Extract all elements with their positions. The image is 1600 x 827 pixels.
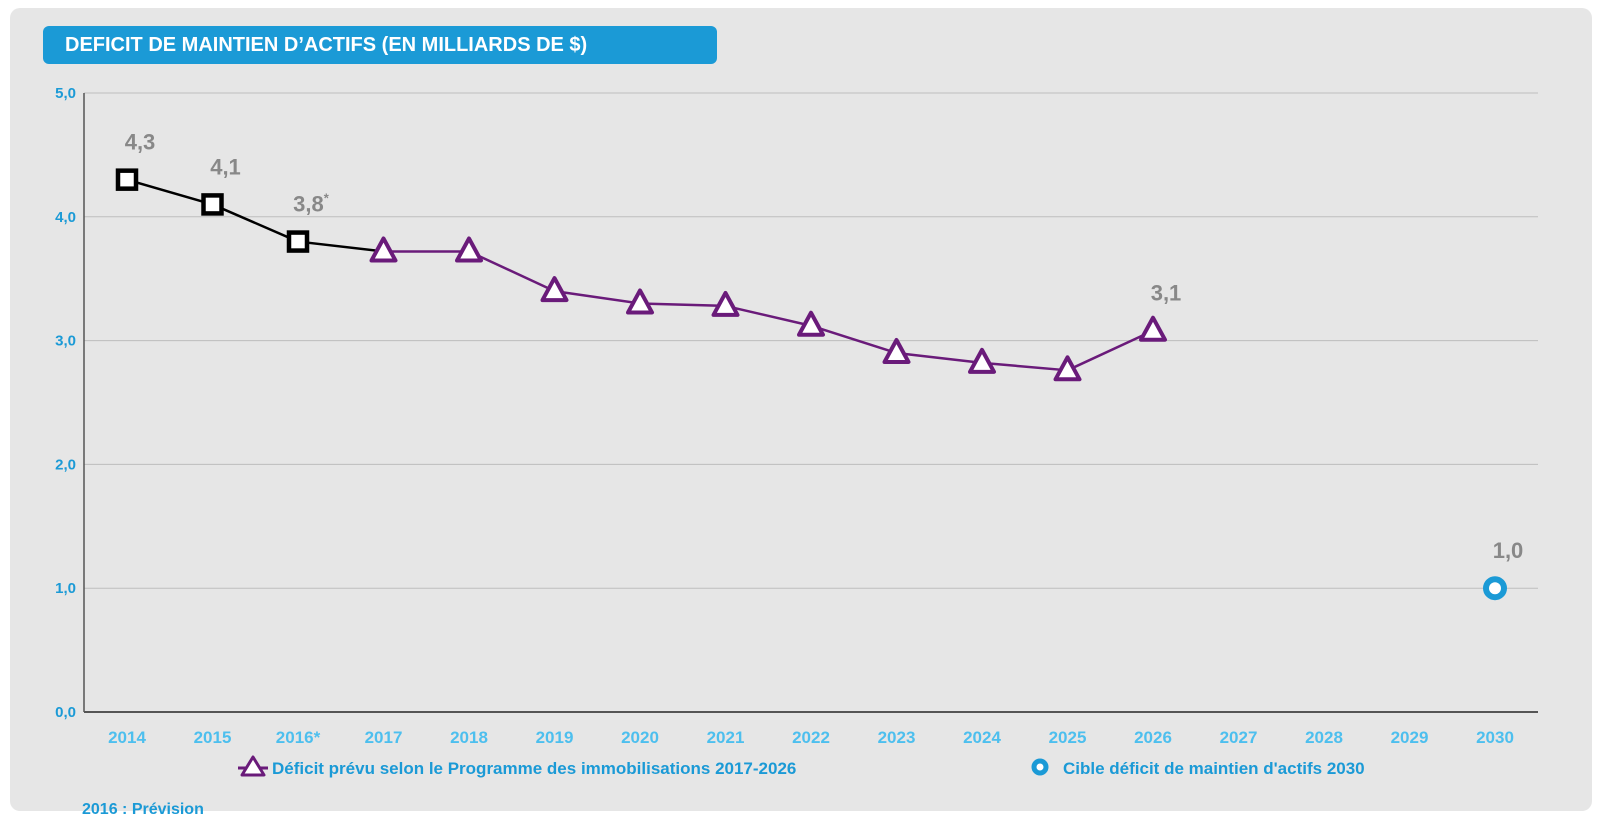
- chart-panel: [10, 8, 1592, 811]
- x-tick-label: 2026: [1134, 728, 1172, 747]
- data-labels: 4,3 4,1 3,8* 3,1 1,0: [125, 130, 1524, 564]
- data-label: 3,1: [1151, 281, 1182, 306]
- x-tick-label: 2028: [1305, 728, 1343, 747]
- triangle-marker: [1053, 355, 1082, 382]
- y-tick-label: 5,0: [55, 85, 76, 102]
- triangle-marker: [797, 310, 825, 337]
- legend: Déficit prévu selon le Programme des imm…: [238, 755, 1365, 778]
- axes: [83, 93, 1538, 713]
- triangle-marker: [968, 347, 996, 374]
- y-tick-label: 2,0: [55, 456, 76, 473]
- y-axis-ticks: 0,0 1,0 2,0 3,0 4,0 5,0: [55, 85, 76, 721]
- legend-item-forecast: Déficit prévu selon le Programme des imm…: [238, 755, 796, 778]
- triangle-marker: [711, 290, 740, 317]
- circle-marker: [1483, 576, 1507, 601]
- y-tick-label: 3,0: [55, 333, 76, 350]
- x-tick-label: 2019: [536, 728, 574, 747]
- x-tick-label: 2022: [792, 728, 830, 747]
- legend-target-label: Cible déficit de maintien d'actifs 2030: [1063, 759, 1365, 778]
- data-label: 3,8*: [293, 191, 330, 217]
- x-tick-label: 2016*: [276, 728, 321, 747]
- legend-circle-marker: [1031, 758, 1049, 776]
- square-marker: [115, 168, 139, 191]
- x-tick-label: 2018: [450, 728, 488, 747]
- y-tick-label: 1,0: [55, 580, 76, 597]
- data-label: 1,0: [1493, 538, 1524, 563]
- legend-triangle-marker: [240, 755, 266, 777]
- x-tick-label: 2015: [194, 728, 232, 747]
- x-tick-label: 2020: [621, 728, 659, 747]
- gridlines: [84, 92, 1538, 589]
- x-tick-label: 2027: [1220, 728, 1258, 747]
- x-tick-label: 2029: [1391, 728, 1429, 747]
- x-axis-ticks: 2014 2015 2016* 2017 2018 2019 2020 2021 2022 202…: [108, 728, 1514, 747]
- series-lines: [126, 178, 1154, 372]
- x-tick-label: 2021: [707, 728, 745, 747]
- y-tick-label: 0,0: [55, 704, 76, 721]
- triangle-marker: [882, 337, 911, 364]
- triangle-marker: [455, 236, 483, 263]
- legend-item-target: Cible déficit de maintien d'actifs 2030: [1031, 758, 1365, 778]
- legend-forecast-label: Déficit prévu selon le Programme des imm…: [272, 759, 796, 778]
- triangle-marker: [1139, 315, 1167, 342]
- series-line-forecast: [383, 250, 1154, 372]
- x-tick-label: 2023: [878, 728, 916, 747]
- triangle-marker: [540, 276, 569, 303]
- x-tick-label: 2030: [1476, 728, 1514, 747]
- square-marker: [201, 193, 224, 216]
- chart-title: DEFICIT DE MAINTIEN D’ACTIFS (EN MILLIAR…: [43, 26, 717, 64]
- triangle-marker: [369, 236, 398, 263]
- square-marker: [286, 230, 310, 253]
- data-label: 4,3: [125, 130, 156, 155]
- x-tick-label: 2014: [108, 728, 146, 747]
- x-tick-label: 2024: [963, 728, 1001, 747]
- y-tick-label: 4,0: [55, 209, 76, 226]
- series-line-actual: [126, 178, 384, 253]
- triangle-marker: [626, 288, 654, 315]
- footnote: 2016 : Prévision: [82, 801, 204, 818]
- x-tick-label: 2017: [365, 728, 403, 747]
- series-markers: [115, 168, 1507, 601]
- data-label: 4,1: [210, 154, 241, 179]
- x-tick-label: 2025: [1049, 728, 1087, 747]
